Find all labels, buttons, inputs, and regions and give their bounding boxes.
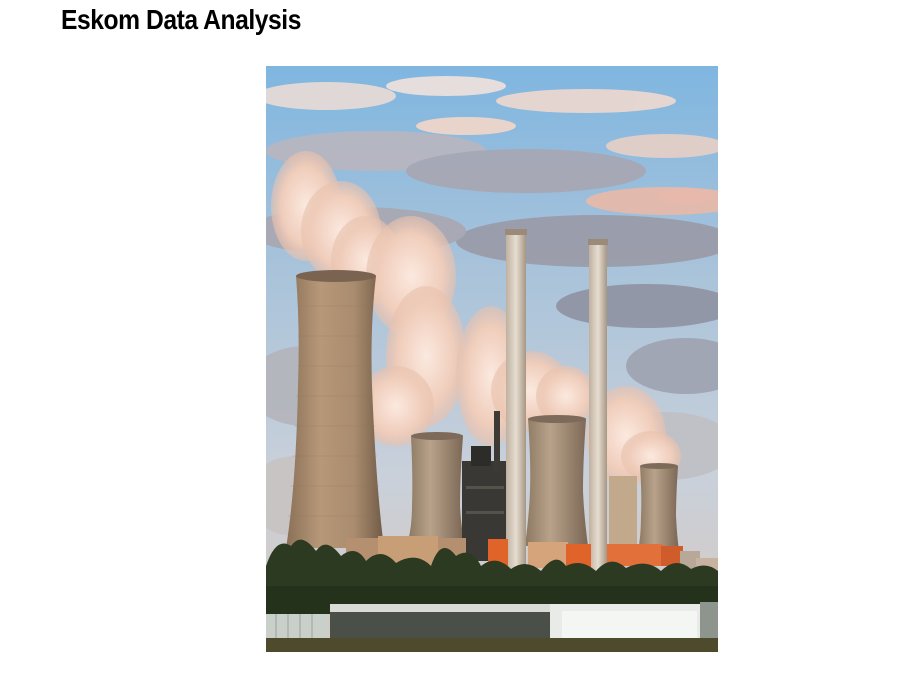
chimney-right <box>588 239 608 579</box>
cooling-tower-large <box>286 270 384 548</box>
power-station-illustration <box>266 66 718 652</box>
cooling-tower-center <box>525 415 588 546</box>
chimney-left <box>505 229 527 574</box>
cooling-tower-mid-left <box>408 432 464 541</box>
ground <box>266 638 718 652</box>
greenhouses <box>266 602 718 638</box>
cooling-tower-small-right <box>609 476 637 546</box>
power-station-photo <box>266 66 718 652</box>
page-title: Eskom Data Analysis <box>61 4 301 35</box>
cooling-tower-right <box>638 463 679 551</box>
